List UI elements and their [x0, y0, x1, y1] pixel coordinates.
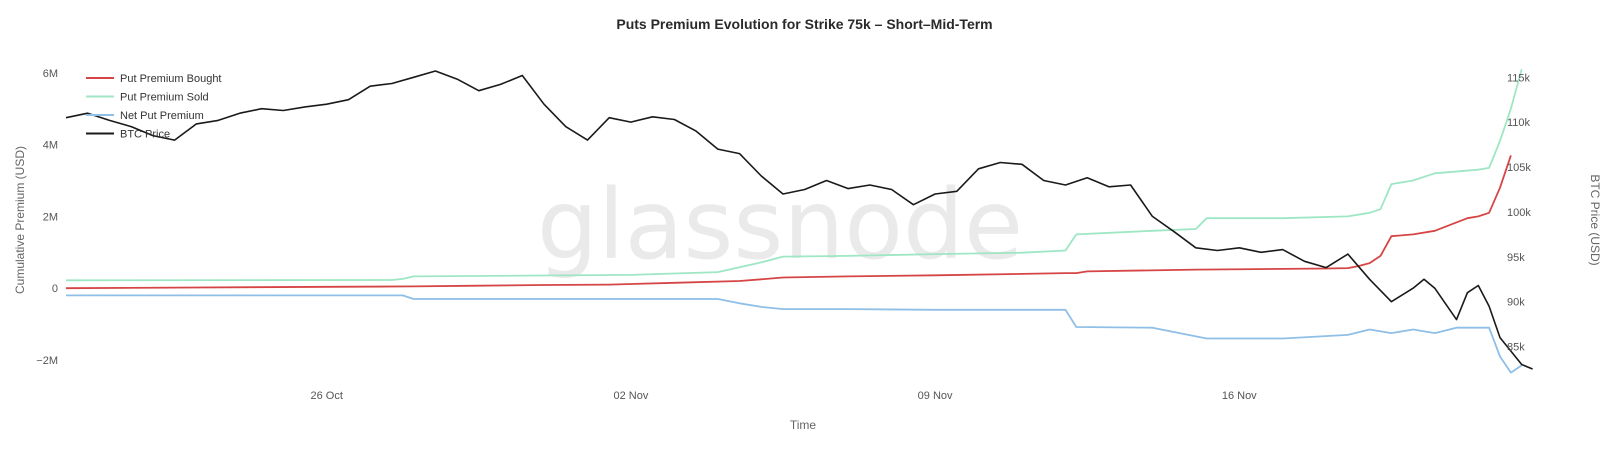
- x-tick-label: 09 Nov: [918, 390, 953, 402]
- right-tick-label: 115k: [1507, 72, 1531, 84]
- series-line-put-premium-sold: [65, 68, 1523, 282]
- series-line-btc-price: [65, 70, 1533, 370]
- legend-label-net-put-premium: Net Put Premium: [120, 110, 204, 122]
- left-tick-label: 6M: [43, 68, 58, 80]
- left-tick-label: 4M: [43, 140, 58, 152]
- left-tick-label: 0: [52, 283, 58, 295]
- legend-label-btc-price: BTC Price: [120, 129, 170, 141]
- legend: Put Premium Bought Put Premium Sold Net Pu…: [86, 73, 222, 141]
- x-tick-label: 26 Oct: [311, 390, 343, 402]
- right-axis-title: BTC Price (USD): [1588, 174, 1602, 265]
- left-axis-title: Cumulative Premium (USD): [13, 146, 27, 294]
- right-tick-label: 95k: [1507, 252, 1525, 264]
- series-layer: [65, 68, 1533, 374]
- right-tick-label: 85k: [1507, 342, 1525, 354]
- left-axis: 6M 4M 2M 0 −2M: [36, 68, 58, 367]
- legend-label-put-premium-bought: Put Premium Bought: [120, 73, 222, 85]
- right-tick-label: 110k: [1507, 117, 1531, 129]
- x-axis-title: Time: [790, 418, 817, 432]
- right-tick-label: 100k: [1507, 207, 1531, 219]
- right-tick-label: 90k: [1507, 297, 1525, 309]
- series-line-put-premium-bought: [65, 155, 1512, 290]
- left-tick-label: −2M: [36, 355, 58, 367]
- series-line-net-put-premium: [66, 294, 1523, 374]
- right-axis: 115k 110k 105k 100k 95k 90k 85k: [1507, 72, 1531, 353]
- watermark-logo: glassnode: [537, 169, 1023, 281]
- chart-title: Puts Premium Evolution for Strike 75k – …: [616, 16, 993, 32]
- left-tick-label: 2M: [43, 211, 58, 223]
- x-axis: 26 Oct 02 Nov 09 Nov 16 Nov: [311, 390, 1258, 402]
- legend-label-put-premium-sold: Put Premium Sold: [120, 92, 209, 104]
- x-tick-label: 02 Nov: [613, 390, 648, 402]
- right-tick-label: 105k: [1507, 162, 1531, 174]
- x-tick-label: 16 Nov: [1222, 390, 1257, 402]
